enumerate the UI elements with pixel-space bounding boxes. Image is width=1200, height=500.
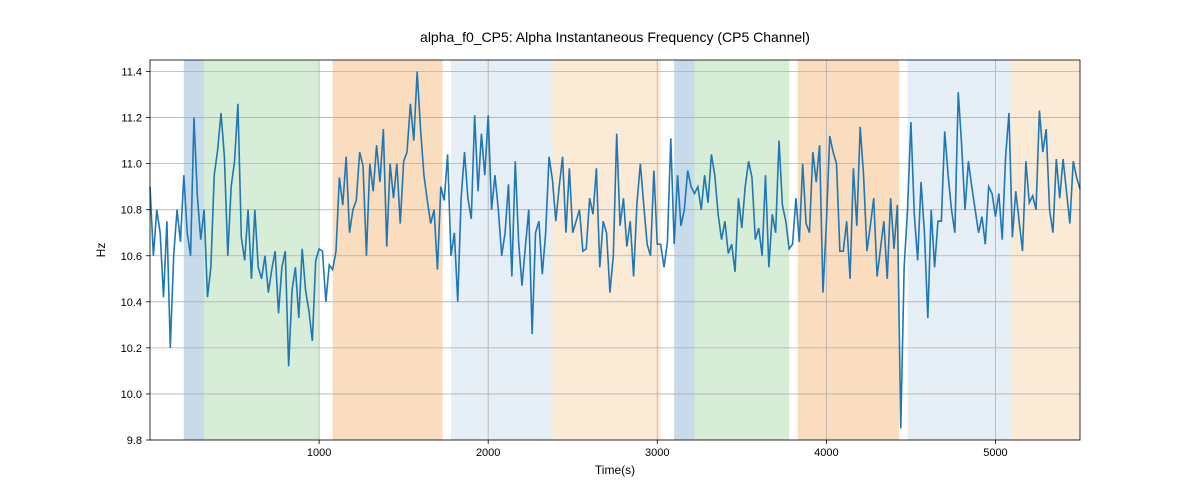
y-tick-label: 10.4 bbox=[121, 297, 142, 309]
region-band bbox=[552, 60, 660, 440]
region-band bbox=[694, 60, 789, 440]
y-tick-label: 10.0 bbox=[121, 389, 142, 401]
y-axis-label: Hz bbox=[94, 243, 108, 258]
x-tick-label: 5000 bbox=[983, 447, 1007, 459]
x-tick-label: 1000 bbox=[307, 447, 331, 459]
x-tick-label: 3000 bbox=[645, 447, 669, 459]
y-tick-label: 11.2 bbox=[121, 113, 142, 125]
region-band bbox=[333, 60, 443, 440]
y-tick-label: 10.6 bbox=[121, 251, 142, 263]
chart-title: alpha_f0_CP5: Alpha Instantaneous Freque… bbox=[420, 29, 810, 45]
chart-container: 1000 2000 3000 4000 5000 9.8 10.0 10.2 10.4 10.6 1… bbox=[0, 0, 1200, 500]
x-tick-label: 4000 bbox=[814, 447, 838, 459]
y-tick-label: 10.8 bbox=[121, 205, 142, 217]
y-tick-label: 9.8 bbox=[127, 435, 142, 447]
y-tick-label: 10.2 bbox=[121, 343, 142, 355]
y-tick-label: 11.0 bbox=[121, 159, 142, 171]
region-band bbox=[674, 60, 694, 440]
line-chart: 1000 2000 3000 4000 5000 9.8 10.0 10.2 10.4 10.6 1… bbox=[0, 0, 1200, 500]
x-axis-label: Time(s) bbox=[595, 463, 635, 477]
region-band bbox=[1011, 60, 1080, 440]
y-tick-label: 11.4 bbox=[121, 67, 142, 79]
x-tick-label: 2000 bbox=[476, 447, 500, 459]
region-band bbox=[184, 60, 204, 440]
